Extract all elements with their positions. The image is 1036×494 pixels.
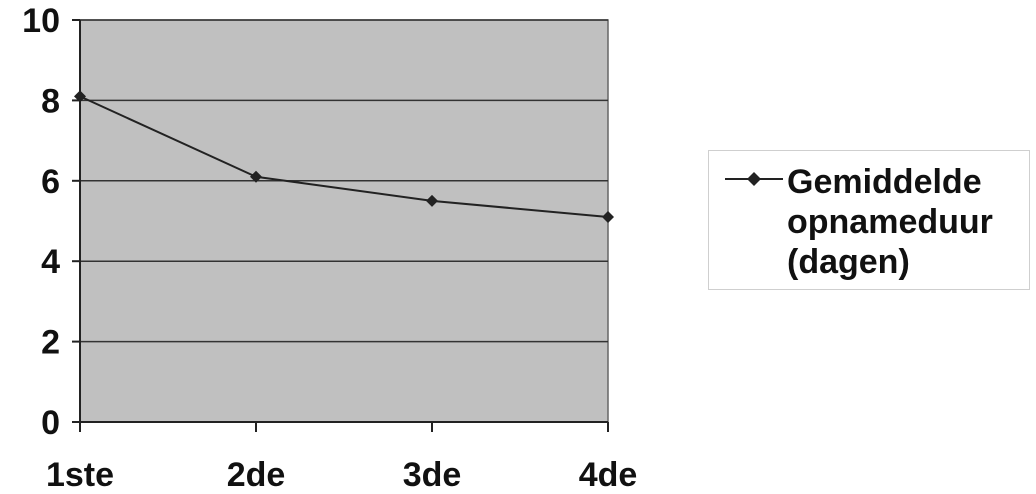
data-series xyxy=(74,90,614,223)
plot-area xyxy=(79,19,609,423)
y-tick-label: 10 xyxy=(22,2,60,40)
y-tick-label: 0 xyxy=(41,404,60,442)
legend-entry-label: Gemiddelde opnameduur (dagen) xyxy=(787,163,993,281)
data-point-marker xyxy=(602,210,614,223)
gridlines xyxy=(80,19,608,343)
data-point-marker xyxy=(74,90,86,103)
x-tick-label: 3de xyxy=(403,456,462,494)
y-tick-label: 8 xyxy=(41,82,60,120)
x-axis-ticks: 1ste 2de 3de 4de xyxy=(46,422,637,494)
x-tick-label: 1ste xyxy=(46,456,114,494)
x-tick-label: 2de xyxy=(227,456,286,494)
series-line xyxy=(79,95,609,218)
data-point-marker xyxy=(426,194,438,207)
legend-marker-icon xyxy=(725,172,783,186)
data-point-marker xyxy=(250,170,262,183)
y-axis-ticks: 0 2 4 6 8 10 xyxy=(22,2,80,442)
y-tick-label: 2 xyxy=(41,324,60,362)
legend: Gemiddelde opnameduur (dagen) xyxy=(708,150,1030,290)
y-tick-label: 4 xyxy=(41,243,60,281)
x-tick-label: 4de xyxy=(579,456,638,494)
y-tick-label: 6 xyxy=(41,163,60,201)
